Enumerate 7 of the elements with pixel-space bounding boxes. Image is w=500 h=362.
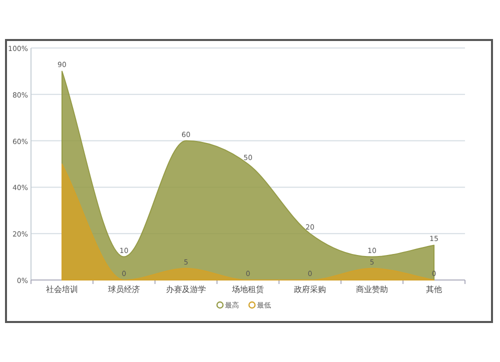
x-tick-label: 场地租赁: [231, 285, 264, 294]
x-tick-label: 商业赞助: [356, 285, 388, 294]
x-tick-label: 政府采购: [294, 285, 326, 294]
x-tick-label: 办赛及游学: [166, 285, 206, 294]
x-tick-label: 球员经济: [108, 285, 140, 294]
x-tick-label: 社会培训: [46, 285, 78, 294]
x-tick-label: 其他: [426, 285, 442, 294]
